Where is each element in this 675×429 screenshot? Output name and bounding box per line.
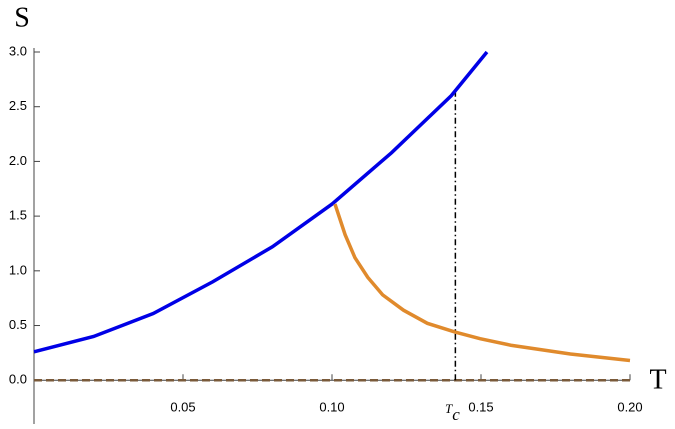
y-tick-label: 0.0 [9, 372, 27, 387]
x-tick-label: 0.10 [319, 400, 344, 415]
line-series [33, 50, 489, 354]
x-tick-label: 0.15 [468, 400, 493, 415]
y-tick-label: 1.5 [9, 208, 27, 223]
y-axis-label: S [14, 2, 30, 33]
critical-label-main: T [445, 401, 453, 416]
line-series [333, 203, 631, 363]
critical-label-sub: c [452, 405, 460, 424]
y-tick-label: 2.0 [9, 153, 27, 168]
x-tick-label: 0.20 [617, 400, 642, 415]
x-axis-label: T [649, 364, 666, 395]
y-tick-label: 0.5 [9, 317, 27, 332]
y-tick-label: 1.0 [9, 262, 27, 277]
critical-label: Tc [445, 401, 460, 424]
y-tick-label: 3.0 [9, 43, 27, 58]
x-tick-label: 0.05 [170, 400, 195, 415]
y-tick-label: 2.5 [9, 98, 27, 113]
